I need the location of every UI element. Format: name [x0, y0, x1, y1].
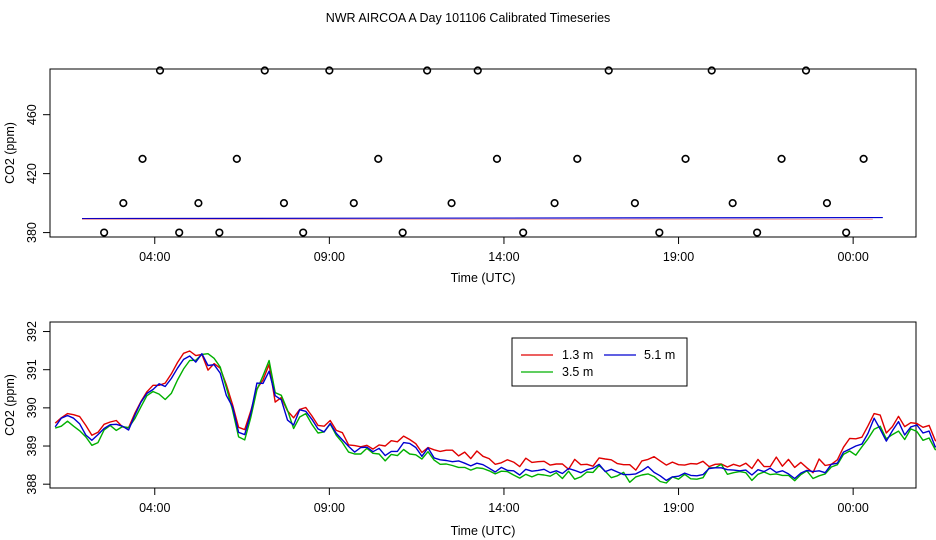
- scatter-point: [119, 199, 128, 208]
- scatter-point: [859, 154, 868, 163]
- scatter-point: [279, 199, 289, 208]
- scatter-point: [630, 199, 639, 208]
- top-xtick-label-2: 14:00: [488, 250, 519, 264]
- top-x-axis-label: Time (UTC): [451, 271, 516, 285]
- bottom-ytick-label-392: 392: [25, 321, 39, 342]
- legend-box: [511, 337, 688, 387]
- scatter-point: [801, 66, 811, 75]
- bottom-plot-frame: [49, 321, 917, 489]
- bottom-x-axis: 04:00 09:00 14:00 19:00 00:00: [139, 488, 869, 515]
- scatter-point: [655, 228, 664, 237]
- scatter-point: [194, 199, 203, 208]
- scatter-point: [398, 228, 407, 237]
- top-y-axis: 380 420 460: [25, 104, 50, 243]
- top-ytick-label-420: 420: [25, 163, 39, 184]
- bottom-ytick-label-390: 390: [25, 397, 39, 418]
- top-plot-frame: [49, 68, 917, 238]
- top-mean-line: [81, 216, 883, 220]
- scatter-point: [232, 154, 241, 163]
- scatter-point: [550, 199, 559, 208]
- scatter-point: [299, 228, 308, 237]
- top-x-axis: 04:00 09:00 14:00 19:00 00:00: [139, 237, 869, 264]
- scatter-point: [349, 199, 358, 208]
- bottom-plot-lines: [54, 350, 936, 484]
- bottom-panel-co2-lines: 388 389 390 391 392 04:00 09:00 14:00 19:00 00:0…: [3, 321, 936, 538]
- scatter-point: [325, 66, 334, 75]
- top-panel-co2-scatter: 380 420 460 04:00 09:00 14:00 19:00 00:00 Time…: [3, 66, 917, 285]
- scatter-point: [777, 154, 786, 163]
- legend-label-5-1m: 5.1 m: [644, 348, 675, 362]
- series-line-1-3-m: [54, 350, 936, 474]
- bottom-xtick-label-0: 04:00: [139, 501, 170, 515]
- scatter-point: [260, 66, 269, 75]
- top-xtick-label-1: 09:00: [314, 250, 345, 264]
- scatter-point: [100, 228, 109, 237]
- scatter-point: [681, 154, 690, 163]
- bottom-x-axis-label: Time (UTC): [451, 524, 516, 538]
- scatter-point: [519, 228, 528, 237]
- series-line-3-5-m: [54, 353, 936, 484]
- scatter-point: [822, 199, 832, 208]
- scatter-point: [473, 66, 482, 75]
- figure-title: NWR AIRCOA A Day 101106 Calibrated Times…: [326, 11, 611, 25]
- scatter-point: [728, 199, 737, 208]
- bottom-xtick-label-2: 14:00: [488, 501, 519, 515]
- scatter-point: [492, 154, 502, 163]
- scatter-point: [604, 66, 613, 75]
- top-xtick-label-3: 19:00: [663, 250, 694, 264]
- bottom-y-axis-label: CO2 (ppm): [3, 374, 17, 436]
- bottom-ytick-label-388: 388: [25, 474, 39, 495]
- scatter-point: [175, 228, 184, 237]
- scatter-point: [573, 154, 582, 163]
- scatter-point: [215, 228, 224, 237]
- scatter-point: [753, 228, 762, 237]
- top-xtick-label-4: 00:00: [838, 250, 869, 264]
- top-xtick-label-0: 04:00: [139, 250, 170, 264]
- top-ytick-label-380: 380: [25, 222, 39, 243]
- legend-label-3-5m: 3.5 m: [562, 365, 593, 379]
- legend-label-1-3m: 1.3 m: [562, 348, 593, 362]
- scatter-point: [707, 66, 716, 75]
- top-plot-marks: [81, 66, 883, 237]
- top-y-axis-label: CO2 (ppm): [3, 122, 17, 184]
- scatter-point: [423, 66, 432, 75]
- scatter-point: [374, 154, 383, 163]
- top-ytick-label-460: 460: [25, 104, 39, 125]
- legend: 1.3 m 3.5 m 5.1 m: [511, 337, 688, 387]
- bottom-xtick-label-4: 00:00: [838, 501, 869, 515]
- scatter-point: [447, 199, 456, 208]
- bottom-xtick-label-1: 09:00: [314, 501, 345, 515]
- scatter-point: [842, 228, 851, 237]
- bottom-ytick-label-389: 389: [25, 436, 39, 457]
- series-line-5-1-m: [54, 353, 936, 482]
- bottom-y-axis: 388 389 390 391 392: [25, 321, 50, 495]
- scatter-point: [138, 154, 147, 163]
- bottom-ytick-label-391: 391: [25, 359, 39, 380]
- scatter-point: [155, 66, 165, 75]
- bottom-xtick-label-3: 19:00: [663, 501, 694, 515]
